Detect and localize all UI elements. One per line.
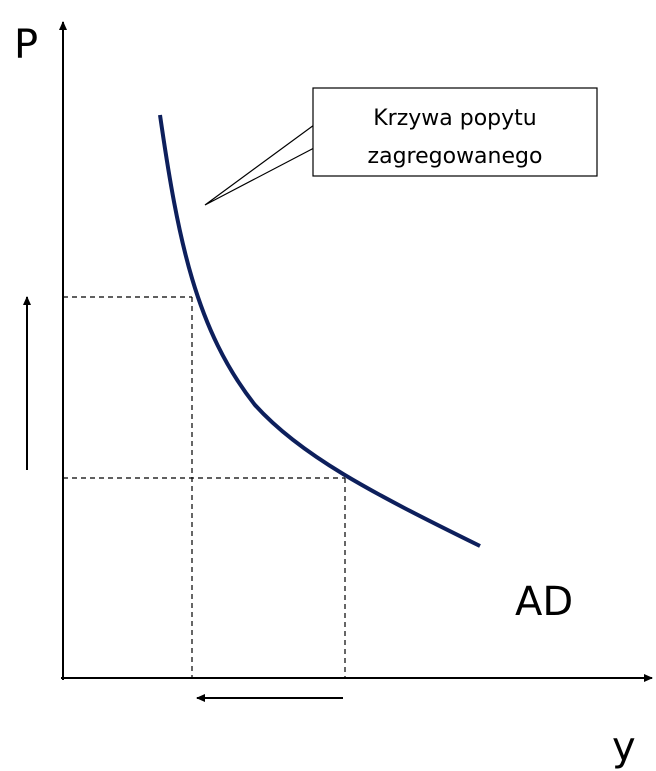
callout-text: zagregowanego <box>368 144 543 169</box>
curve-label: AD <box>515 579 573 625</box>
callout-pointer <box>204 124 315 206</box>
x-axis-label: y <box>612 724 636 770</box>
callout-text: Krzywa popytu <box>373 106 537 131</box>
guide-lines <box>63 296 346 678</box>
ad-curve <box>158 114 481 548</box>
y-axis-label: P <box>14 22 38 68</box>
callout-box <box>312 87 598 177</box>
